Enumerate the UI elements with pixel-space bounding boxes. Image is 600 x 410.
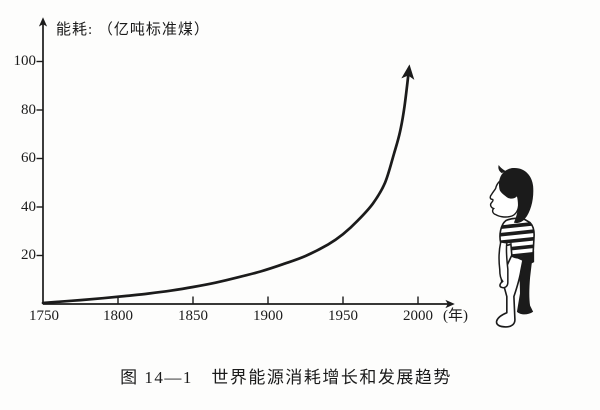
ytick-label-20: 20 (21, 247, 36, 263)
ytick-label-100: 100 (13, 53, 37, 69)
ytick-label-40: 40 (21, 199, 36, 215)
x-axis-unit-label: (年) (443, 308, 468, 324)
xtick-label-1950: 1950 (328, 308, 358, 324)
y-axis-title: 能耗: （亿吨标准煤） (56, 22, 210, 38)
ytick-label-80: 80 (21, 102, 36, 118)
child-hair-tuft (498, 165, 506, 174)
energy-curve (41, 64, 415, 305)
xtick-label-2000: 2000 (403, 308, 433, 324)
xtick-label-1800: 1800 (103, 308, 133, 324)
child-arm (498, 241, 509, 289)
child-hair (498, 167, 534, 224)
xtick-label-1750: 1750 (29, 308, 59, 324)
figure-caption: 图 14—1 世界能源消耗增长和发展趋势 (120, 368, 452, 387)
child-illustration (489, 165, 535, 328)
axis-ticks (36, 60, 419, 304)
xtick-label-1900: 1900 (253, 308, 283, 324)
xtick-label-1850: 1850 (178, 308, 208, 324)
ytick-label-60: 60 (21, 150, 36, 166)
